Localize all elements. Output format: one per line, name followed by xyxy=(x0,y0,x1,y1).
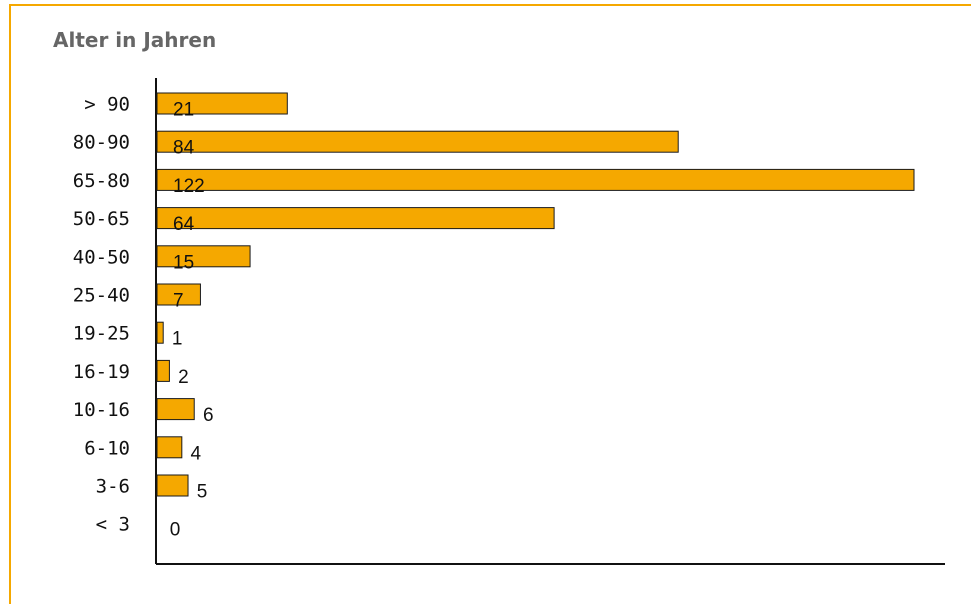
category-label: 80-90 xyxy=(73,132,130,154)
category-label: 16-19 xyxy=(73,361,130,383)
bar xyxy=(156,130,679,153)
value-label: 0 xyxy=(170,520,181,541)
value-label: 6 xyxy=(203,405,214,426)
bar xyxy=(156,321,164,344)
value-label: 15 xyxy=(173,252,194,273)
value-label: 4 xyxy=(191,443,202,464)
value-label: 5 xyxy=(197,482,208,503)
value-label: 84 xyxy=(173,138,195,159)
bar xyxy=(156,359,170,382)
category-label: < 3 xyxy=(96,514,130,536)
category-label: > 90 xyxy=(84,94,130,116)
value-label: 1 xyxy=(172,329,183,350)
bar xyxy=(156,474,189,497)
category-label: 65-80 xyxy=(73,170,130,192)
category-label: 3-6 xyxy=(96,476,130,498)
value-label: 21 xyxy=(173,100,194,121)
chart-frame xyxy=(9,4,971,604)
bar xyxy=(156,398,195,421)
bar xyxy=(156,168,915,191)
bar xyxy=(156,92,288,115)
category-label: 25-40 xyxy=(73,285,130,307)
chart-title: Alter in Jahren xyxy=(53,28,217,52)
category-label: 6-10 xyxy=(84,437,130,459)
value-label: 2 xyxy=(178,367,189,388)
category-label: 10-16 xyxy=(73,399,130,421)
bar xyxy=(156,245,251,268)
category-label: 19-25 xyxy=(73,323,130,345)
category-label: 40-50 xyxy=(73,246,130,268)
category-label: 50-65 xyxy=(73,208,130,230)
bar xyxy=(156,283,201,306)
bar xyxy=(156,436,183,459)
value-label: 7 xyxy=(173,291,184,312)
value-label: 122 xyxy=(173,176,205,197)
bar xyxy=(156,207,555,230)
value-label: 64 xyxy=(173,214,195,235)
